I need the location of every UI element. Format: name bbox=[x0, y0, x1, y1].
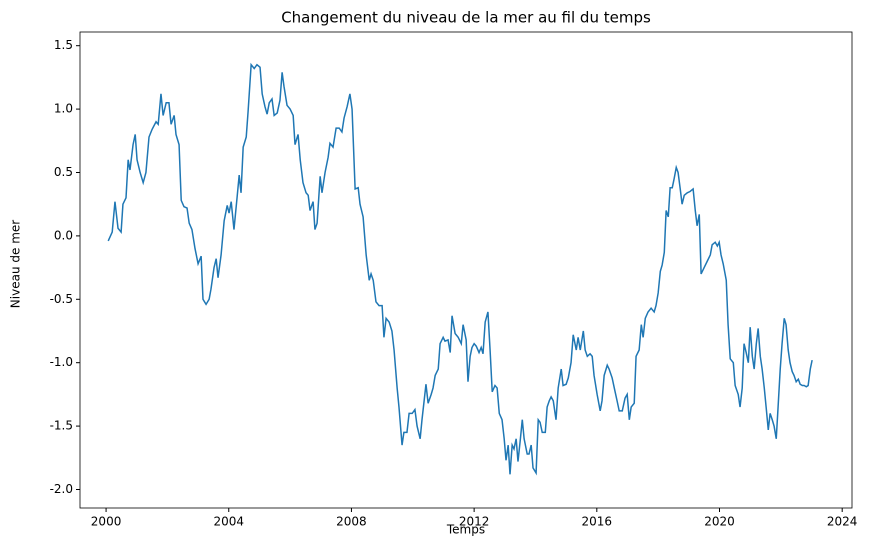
x-tick-label: 2020 bbox=[704, 515, 735, 529]
y-tick-label: 0.0 bbox=[54, 228, 73, 242]
plot-frame bbox=[79, 31, 853, 509]
x-axis-label: Temps bbox=[446, 523, 485, 537]
x-tick-label: 2004 bbox=[213, 515, 244, 529]
x-tick-label: 2024 bbox=[827, 515, 858, 529]
x-tick-label: 2008 bbox=[336, 515, 367, 529]
y-tick-label: 0.5 bbox=[54, 165, 73, 179]
chart-title: Changement du niveau de la mer au fil du… bbox=[281, 9, 651, 27]
x-tick-label: 2016 bbox=[582, 515, 613, 529]
y-tick-label: 1.0 bbox=[54, 102, 73, 116]
y-tick-label: -0.5 bbox=[50, 292, 73, 306]
y-tick-label: 1.5 bbox=[54, 38, 73, 52]
y-axis-label: Niveau de mer bbox=[9, 220, 23, 308]
y-tick-label: -1.0 bbox=[50, 355, 73, 369]
y-tick-label: -2.0 bbox=[50, 482, 73, 496]
y-tick-label: -1.5 bbox=[50, 419, 73, 433]
x-tick-label: 2000 bbox=[91, 515, 122, 529]
data-line bbox=[107, 62, 813, 476]
x-tick-label: 2012 bbox=[459, 515, 490, 529]
